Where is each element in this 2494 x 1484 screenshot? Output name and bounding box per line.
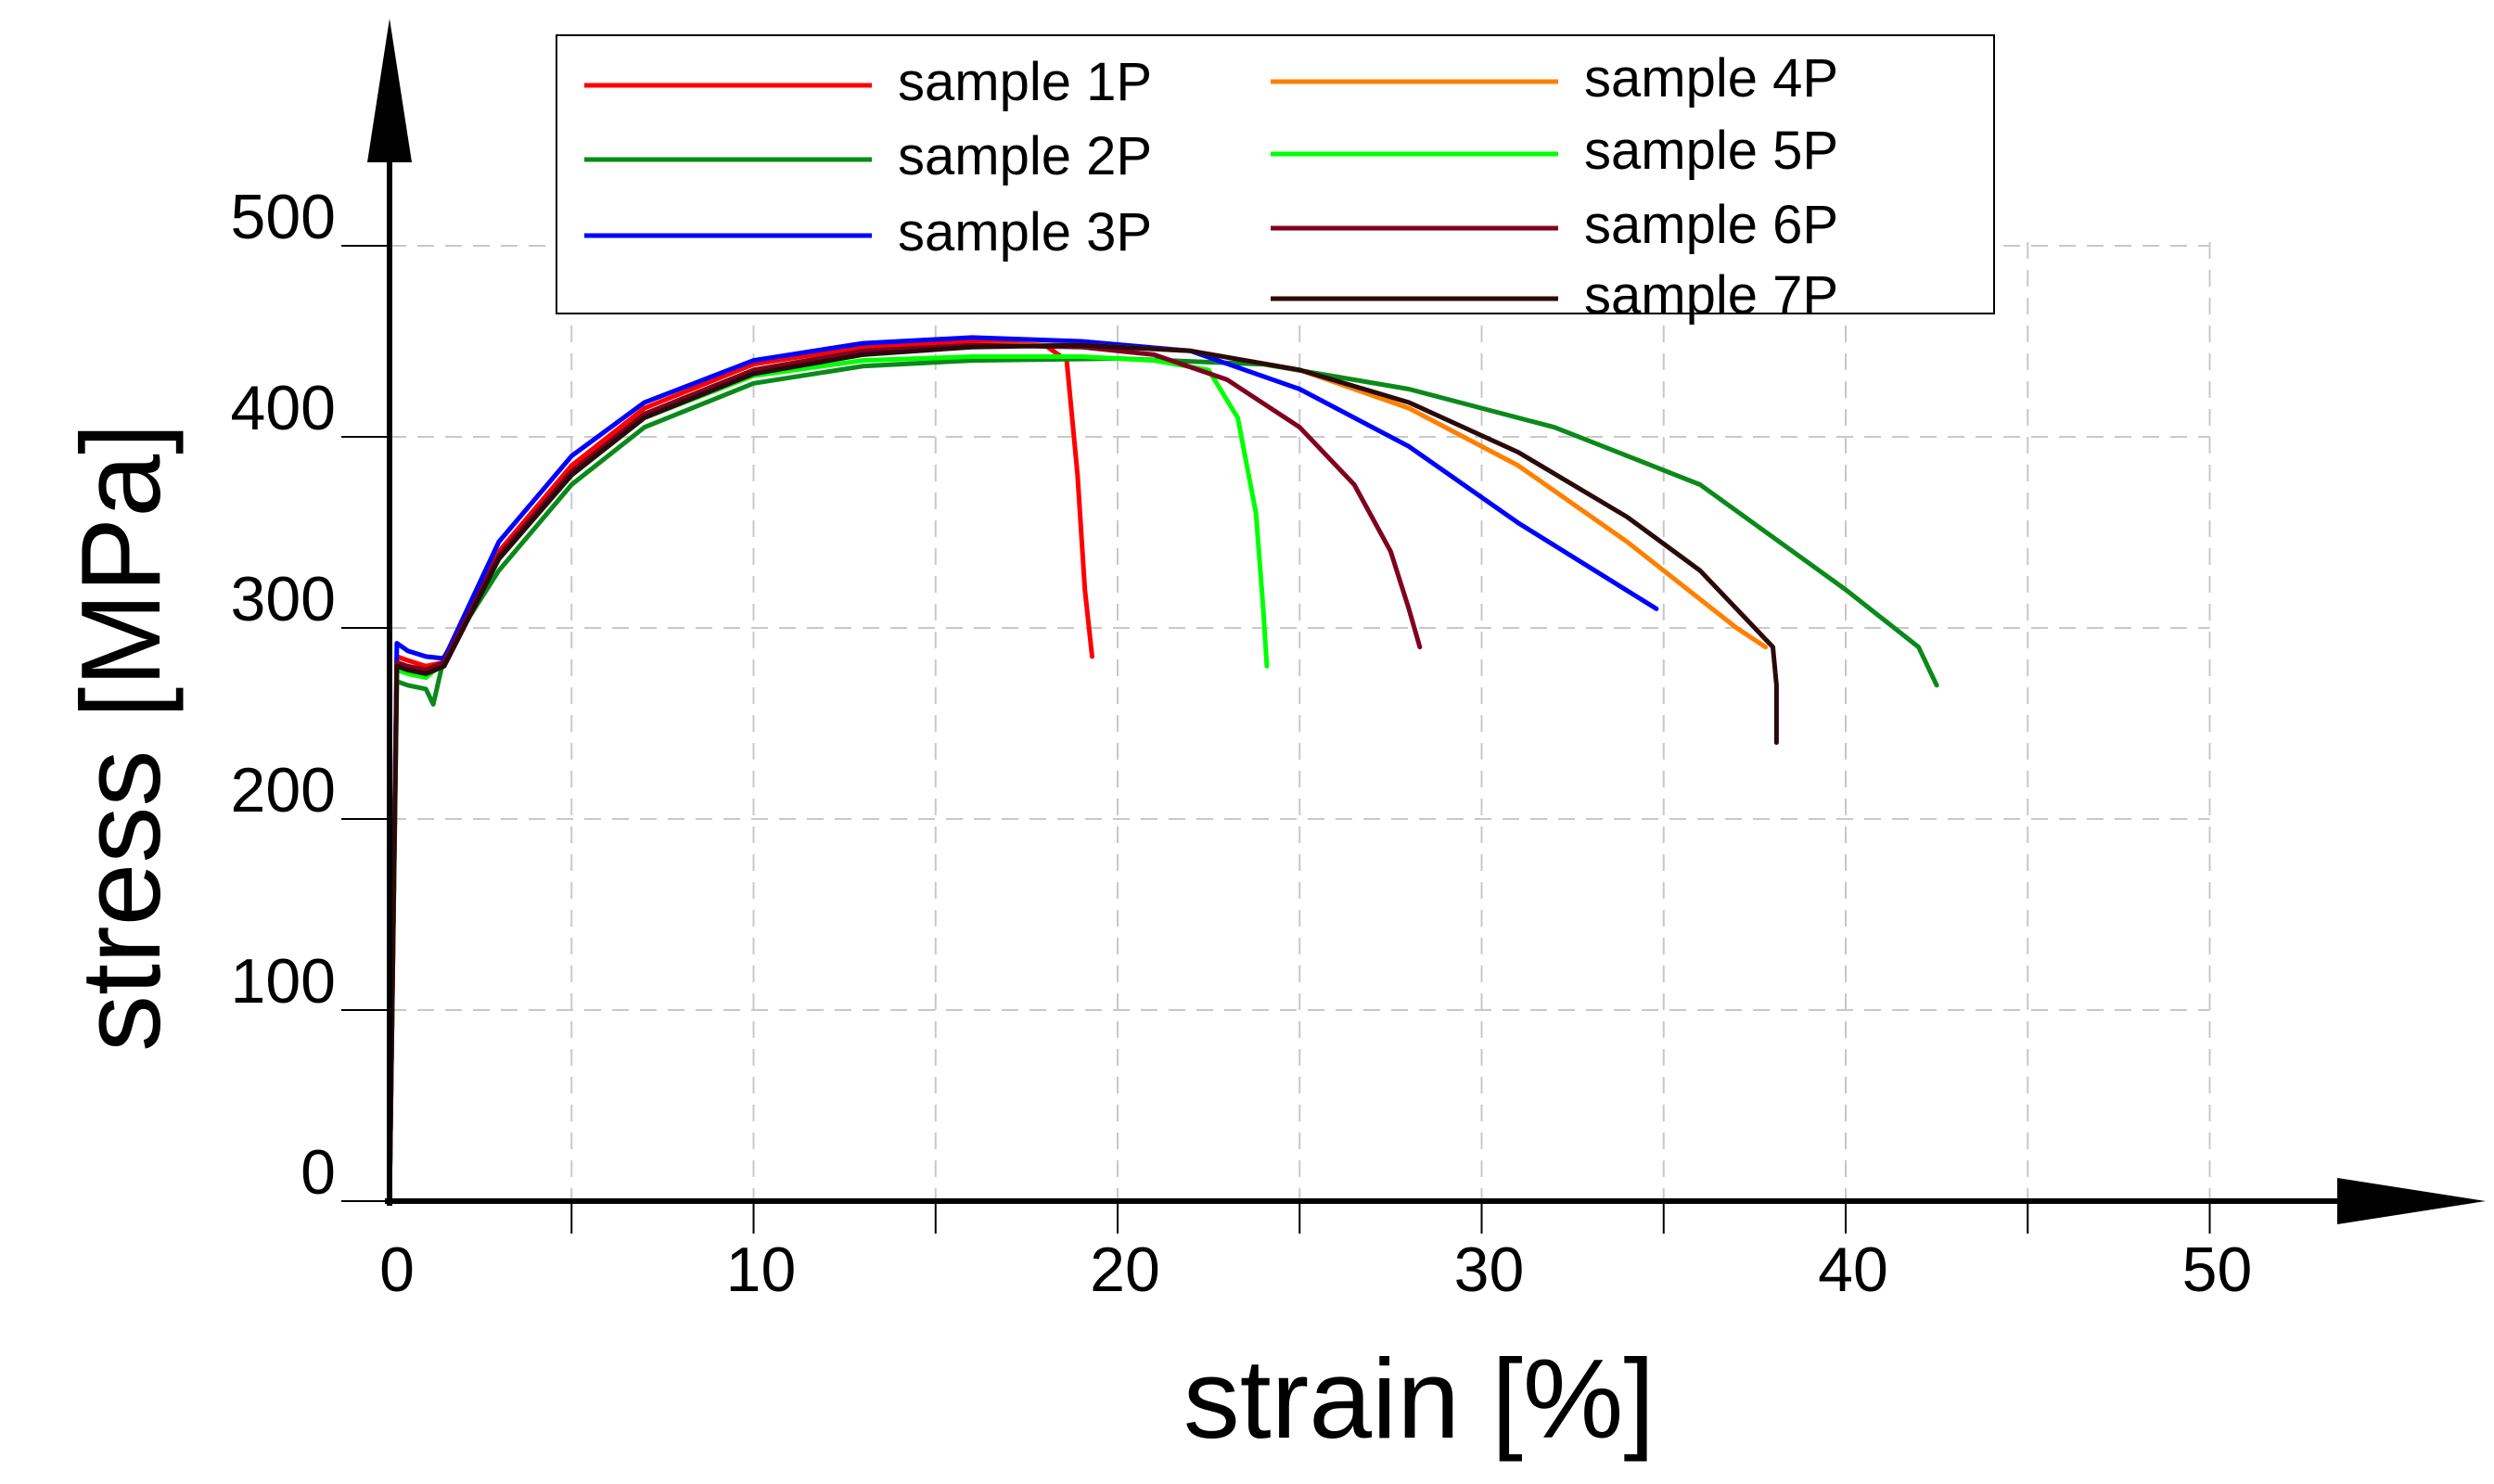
legend-label: sample 6P	[1584, 195, 1838, 255]
series-line-sample-7p	[387, 342, 1779, 1204]
ticks	[341, 245, 2211, 1234]
x-axis-arrowhead	[2337, 1178, 2486, 1224]
series-line-sample-6p	[387, 342, 1423, 1204]
legend-label: sample 7P	[1584, 265, 1838, 326]
x-tick-label: 30	[1454, 1235, 1525, 1305]
grid	[390, 242, 2211, 1201]
x-tick-label: 50	[2182, 1235, 2253, 1305]
y-tick-label: 300	[231, 564, 336, 634]
y-tick-label: 0	[301, 1137, 336, 1208]
series-lines	[387, 335, 1939, 1204]
series-line-sample-3p	[387, 335, 1659, 1204]
legend-label: sample 3P	[898, 202, 1152, 262]
series-line-sample-2p	[387, 356, 1939, 1204]
x-tick-label: 40	[1818, 1235, 1888, 1305]
legend-label: sample 5P	[1584, 121, 1838, 181]
legend: sample 1P sample 2P sample 3P sample 4P samp…	[556, 34, 1995, 326]
y-tick-label: 500	[231, 182, 336, 252]
legend-label: sample 2P	[898, 126, 1152, 186]
x-axis-title: strain [%]	[1183, 1336, 1656, 1462]
y-tick-label: 400	[231, 373, 336, 443]
x-tick-label: 10	[726, 1235, 797, 1305]
series-line-sample-5p	[387, 354, 1270, 1204]
y-axis-arrowhead	[367, 19, 412, 162]
y-axis-title: stress [MPa]	[58, 423, 184, 1052]
x-tick-label: 20	[1090, 1235, 1160, 1305]
series-line-sample-1p	[387, 339, 1094, 1204]
legend-label: sample 4P	[1584, 48, 1838, 109]
y-tick-label: 200	[231, 755, 336, 825]
x-tick-label: 0	[379, 1235, 415, 1305]
legend-label: sample 1P	[898, 52, 1152, 112]
y-tick-label: 100	[231, 946, 336, 1017]
